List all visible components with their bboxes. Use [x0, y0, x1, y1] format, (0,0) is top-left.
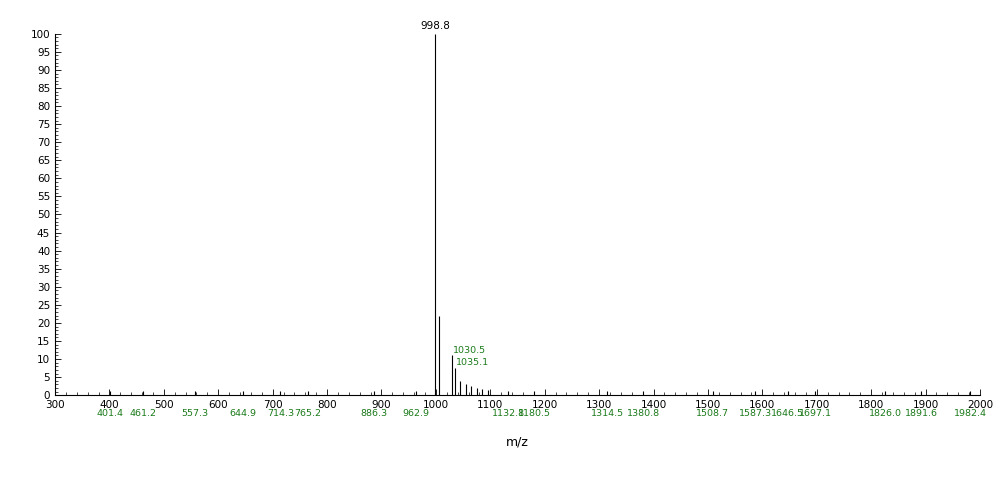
- X-axis label: m/z: m/z: [506, 435, 529, 448]
- Text: 644.9: 644.9: [229, 409, 256, 418]
- Text: 401.4: 401.4: [97, 409, 124, 418]
- Text: 1508.7: 1508.7: [696, 409, 729, 418]
- Text: 962.9: 962.9: [402, 409, 429, 418]
- Text: 1646.5: 1646.5: [771, 409, 804, 418]
- Text: 461.2: 461.2: [129, 409, 156, 418]
- Text: 1180.5: 1180.5: [518, 409, 551, 418]
- Text: 1380.8: 1380.8: [627, 409, 660, 418]
- Text: 998.8: 998.8: [420, 21, 450, 31]
- Text: 1697.1: 1697.1: [799, 409, 832, 418]
- Text: 886.3: 886.3: [360, 409, 388, 418]
- Text: 1826.0: 1826.0: [869, 409, 902, 418]
- Text: 714.3: 714.3: [267, 409, 294, 418]
- Text: 1132.8: 1132.8: [492, 409, 525, 418]
- Text: 1587.3: 1587.3: [739, 409, 772, 418]
- Text: 1314.5: 1314.5: [590, 409, 624, 418]
- Text: 1035.1: 1035.1: [456, 359, 489, 367]
- Text: 1030.5: 1030.5: [453, 346, 486, 355]
- Text: 1982.4: 1982.4: [954, 409, 987, 418]
- Text: 1891.6: 1891.6: [905, 409, 938, 418]
- Text: 765.2: 765.2: [295, 409, 322, 418]
- Text: 557.3: 557.3: [181, 409, 209, 418]
